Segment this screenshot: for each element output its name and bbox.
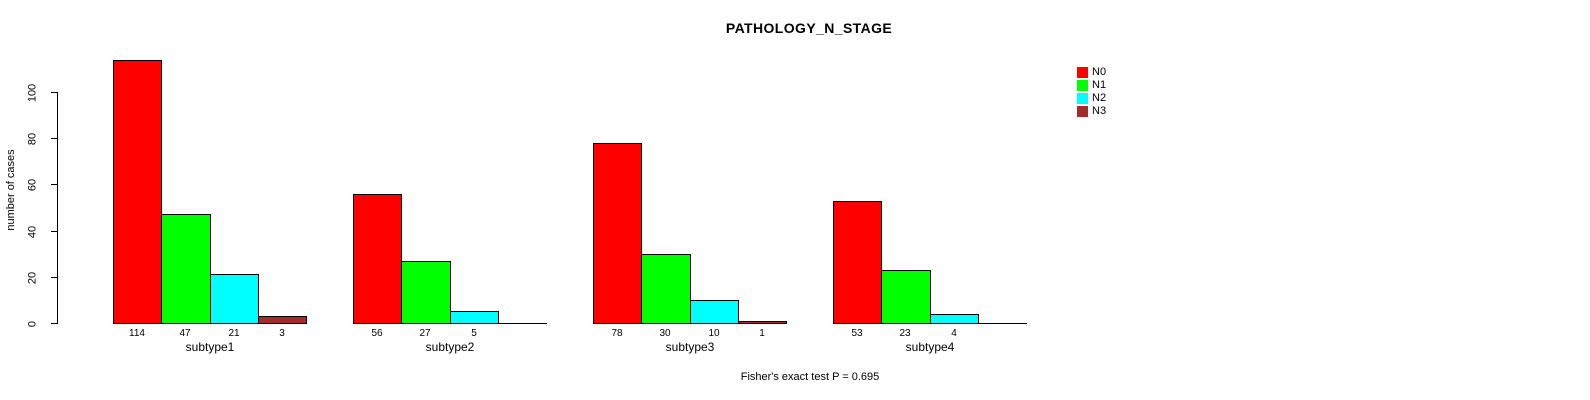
bar-subtype2-n1	[401, 261, 451, 324]
bar-value-label: 53	[851, 328, 863, 339]
y-axis-label: number of cases	[5, 149, 17, 231]
y-tick	[51, 184, 58, 185]
bar-subtype3-n1	[641, 254, 691, 324]
bar-subtype2-n2	[450, 311, 499, 324]
chart-title: PATHOLOGY_N_STAGE	[725, 20, 893, 36]
legend-label: N1	[1092, 79, 1107, 91]
bar-value-label: 27	[419, 328, 431, 339]
bar-value-label: 1	[759, 328, 765, 339]
bar-value-label: 3	[279, 328, 285, 339]
y-tick-label: 0	[26, 320, 39, 328]
bar-subtype4-n1	[881, 270, 931, 324]
category-label-subtype3: subtype3	[665, 340, 715, 354]
bar-subtype1-n2	[210, 274, 259, 324]
bar-value-label: 5	[471, 328, 477, 339]
legend-label: N0	[1092, 66, 1107, 78]
y-tick-label: 80	[26, 132, 39, 146]
bar-value-label: 78	[611, 328, 623, 339]
bar-subtype3-n2	[690, 300, 739, 324]
y-tick	[51, 92, 58, 93]
bar-value-label: 23	[899, 328, 911, 339]
bar-value-label: 56	[371, 328, 383, 339]
y-tick-label: 20	[26, 271, 39, 285]
legend-item-n3: N3	[1077, 105, 1106, 118]
bar-subtype4-n0	[833, 201, 882, 324]
legend: N0 N1 N2 N3	[1077, 66, 1106, 118]
y-tick	[51, 323, 58, 324]
y-tick-label: 60	[26, 178, 39, 192]
annotation-fisher-test: Fisher's exact test P = 0.695	[740, 371, 880, 383]
legend-label: N3	[1092, 105, 1107, 117]
legend-swatch-n3	[1077, 106, 1088, 117]
legend-item-n2: N2	[1077, 92, 1106, 105]
bar-subtype3-n3	[738, 321, 787, 324]
y-tick	[51, 277, 58, 278]
y-tick-label: 100	[26, 83, 39, 103]
legend-item-n0: N0	[1077, 66, 1106, 79]
bar-subtype1-n3	[258, 316, 307, 324]
y-tick	[51, 231, 58, 232]
bar-subtype3-n0	[593, 143, 642, 324]
bar-subtype4-n2	[930, 314, 979, 324]
category-label-subtype1: subtype1	[185, 340, 235, 354]
y-axis-line	[57, 92, 58, 324]
bar-subtype2-n0	[353, 194, 402, 324]
bar-subtype1-n0	[113, 60, 162, 324]
y-tick-label: 40	[26, 225, 39, 239]
legend-swatch-n2	[1077, 93, 1088, 104]
legend-swatch-n0	[1077, 67, 1088, 78]
category-label-subtype2: subtype2	[425, 340, 475, 354]
bar-value-label: 47	[179, 328, 191, 339]
legend-swatch-n1	[1077, 80, 1088, 91]
bar-subtype1-n1	[161, 214, 211, 324]
legend-label: N2	[1092, 92, 1107, 104]
y-tick	[51, 138, 58, 139]
bar-value-label: 10	[708, 328, 720, 339]
legend-item-n1: N1	[1077, 79, 1106, 92]
category-label-subtype4: subtype4	[905, 340, 955, 354]
bar-value-label: 4	[951, 328, 957, 339]
bar-value-label: 21	[228, 328, 240, 339]
bar-value-label: 30	[659, 328, 671, 339]
bar-value-label: 114	[129, 328, 145, 339]
